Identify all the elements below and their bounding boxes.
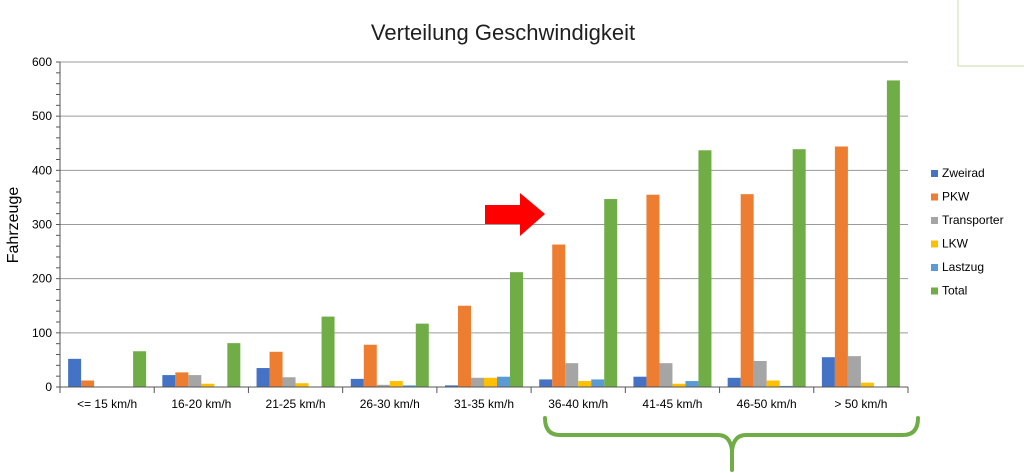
- legend-swatch-total: [931, 287, 938, 295]
- bar-transporter-4: [471, 377, 484, 387]
- x-axis-ticks: <= 15 km/h 16-20 km/h 21-25 km/h 26-30 km/h…: [77, 397, 887, 411]
- bar-pkw-0: [81, 380, 95, 387]
- legend-swatch-lkw: [931, 240, 938, 248]
- x-tick-label: 16-20 km/h: [171, 397, 231, 411]
- legend-label-pkw: PKW: [942, 190, 970, 204]
- bar-total-4: [510, 272, 523, 387]
- bar-zweirad-7: [727, 377, 741, 387]
- bar-pkw-6: [646, 194, 660, 387]
- bar-lkw-5: [578, 381, 592, 387]
- bar-transporter-7: [753, 361, 767, 387]
- legend-swatch-pkw: [931, 193, 938, 201]
- red-right-arrow-icon: [485, 193, 545, 236]
- legend-label-lkw: LKW: [942, 237, 969, 251]
- legend-label-transporter: Transporter: [942, 213, 1004, 227]
- bar-pkw-2: [269, 351, 283, 387]
- x-tick-label: 21-25 km/h: [266, 397, 326, 411]
- bar-transporter-6: [659, 363, 673, 387]
- green-curly-brace-icon: [543, 416, 920, 472]
- bar-lastzug-7: [779, 385, 793, 387]
- x-tick-label: 36-40 km/h: [548, 397, 608, 411]
- y-tick-label: 0: [45, 380, 52, 394]
- bar-total-0: [133, 351, 147, 387]
- bar-pkw-1: [175, 372, 189, 387]
- x-tick-label: 26-30 km/h: [360, 397, 420, 411]
- bar-pkw-7: [740, 194, 754, 387]
- bar-lkw-8: [860, 382, 874, 387]
- y-tick-label: 100: [32, 326, 52, 340]
- bar-zweirad-2: [256, 368, 270, 387]
- legend-label-lastzug: Lastzug: [942, 260, 984, 274]
- bar-zweirad-0: [68, 358, 82, 387]
- y-tick-label: 400: [32, 163, 52, 177]
- y-tick-label: 200: [32, 272, 52, 286]
- x-tick-label: 41-45 km/h: [642, 397, 702, 411]
- bar-pkw-5: [552, 244, 566, 387]
- bar-pkw-3: [363, 344, 377, 387]
- bar-total-2: [321, 316, 335, 387]
- legend-label-total: Total: [942, 284, 967, 298]
- bar-zweirad-4: [445, 385, 458, 387]
- bar-lkw-3: [389, 381, 403, 387]
- x-tick-label: 46-50 km/h: [737, 397, 797, 411]
- bar-total-8: [886, 80, 900, 388]
- corner-frame: [957, 0, 1024, 67]
- bar-lastzug-6: [685, 381, 699, 387]
- chart-title: Verteilung Geschwindigkeit: [371, 20, 635, 45]
- legend-swatch-zweirad: [931, 170, 938, 177]
- bar-total-5: [604, 199, 618, 387]
- bar-zweirad-8: [821, 357, 835, 387]
- bar-zweirad-5: [539, 379, 553, 387]
- bar-transporter-1: [188, 375, 202, 387]
- y-tick-label: 500: [32, 109, 52, 123]
- bar-lastzug-3: [402, 385, 416, 387]
- y-axis-label: Fahrzeuge: [5, 187, 22, 264]
- bar-lkw-6: [672, 383, 686, 387]
- gridlines: [60, 61, 908, 334]
- bar-lkw-2: [295, 383, 309, 387]
- bar-total-1: [227, 343, 241, 387]
- bar-zweirad-3: [350, 378, 364, 387]
- bar-pkw-8: [834, 146, 848, 387]
- bar-transporter-5: [565, 363, 579, 387]
- legend-swatch-transporter: [931, 217, 938, 224]
- bar-lkw-1: [201, 383, 215, 387]
- bar-lkw-7: [766, 380, 780, 387]
- legend-swatch-lastzug: [931, 264, 938, 271]
- legend-label-zweirad: Zweirad: [942, 166, 985, 180]
- bar-lastzug-4: [497, 376, 510, 387]
- bar-pkw-4: [458, 305, 471, 387]
- x-tick-label: <= 15 km/h: [77, 397, 137, 411]
- bar-lastzug-5: [591, 379, 605, 387]
- axes: [59, 62, 909, 393]
- bar-lkw-4: [484, 377, 497, 387]
- x-tick-label: > 50 km/h: [834, 397, 887, 411]
- bar-transporter-3: [376, 384, 390, 387]
- bar-total-7: [792, 149, 806, 387]
- bar-total-3: [415, 323, 429, 387]
- legend: Zweirad PKW Transporter LKW Lastzug Total: [931, 166, 1004, 298]
- x-tick-label: 31-35 km/h: [454, 397, 514, 411]
- bar-transporter-8: [847, 356, 861, 387]
- bar-transporter-2: [282, 377, 296, 387]
- y-axis-ticks: 0 100 200 300 400 500 600: [32, 55, 60, 394]
- bars: [68, 80, 900, 388]
- bar-zweirad-6: [633, 376, 647, 387]
- bar-total-6: [698, 150, 712, 387]
- y-tick-label: 300: [32, 218, 52, 232]
- bar-zweirad-1: [162, 375, 176, 387]
- y-tick-label: 600: [32, 55, 52, 69]
